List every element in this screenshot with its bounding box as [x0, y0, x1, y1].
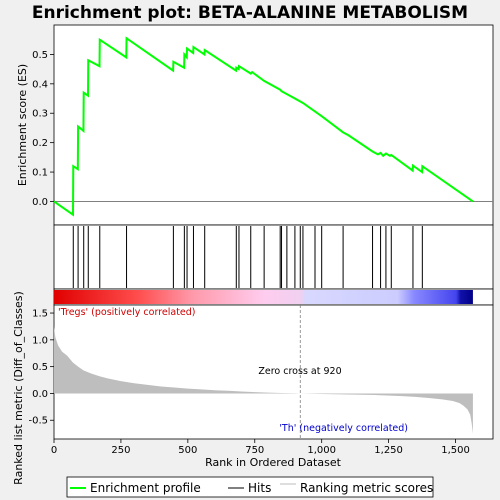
rank-colorbar: [53, 288, 494, 306]
x-tick-label: 750: [245, 445, 264, 456]
x-axis-label: Rank in Ordered Dataset: [205, 456, 342, 469]
zero-cross-label: Zero cross at 920: [258, 366, 341, 377]
legend-label-enrichment: Enrichment profile: [90, 481, 201, 495]
es-y-tick-label: 0.2: [32, 138, 48, 149]
enrichment-score-panel: 0.0 0.1 0.2 0.3 0.4 0.5 Enrichment score (ES): [16, 24, 494, 226]
negative-class-label: 'Th' (negatively correlated): [279, 423, 408, 434]
enrichment-profile-line: [53, 36, 474, 217]
ranked-metric-panel: -0.5 0.0 0.5 1.0 1.5 'Tregs' (positively cor…: [12, 291, 494, 485]
es-y-axis-label: Enrichment score (ES): [16, 64, 29, 186]
x-tick-label: 0: [51, 445, 57, 456]
es-y-tick-label: 0.5: [32, 50, 48, 61]
chart-title: Enrichment plot: BETA-ALANINE METABOLISM: [32, 3, 468, 23]
x-tick-label: 500: [178, 445, 197, 456]
metric-y-tick-label: 1.0: [32, 335, 48, 346]
x-tick-label: 1,250: [374, 445, 403, 456]
x-tick-label: 250: [111, 445, 130, 456]
colorbar-gradient: [54, 290, 473, 304]
hits-plot-area: [53, 224, 494, 290]
es-y-tick-label: 0.0: [32, 197, 48, 208]
legend-label-hits: Hits: [248, 481, 271, 495]
legend-label-metric: Ranking metric scores: [300, 481, 433, 495]
es-y-tick-label: 0.3: [32, 109, 48, 120]
x-tick-label: 1,000: [307, 445, 336, 456]
hits-panel: [53, 224, 494, 290]
legend-box: [66, 476, 434, 498]
x-tick-label: 1,500: [441, 445, 470, 456]
metric-y-tick-label: 1.5: [32, 309, 48, 320]
metric-y-tick-label: 0.5: [32, 362, 48, 373]
es-y-tick-label: 0.1: [32, 168, 48, 179]
es-y-tick-label: 0.4: [32, 79, 48, 90]
positive-class-label: 'Tregs' (positively correlated): [58, 307, 196, 318]
metric-y-axis-label: Ranked list metric (Diff_of_Classes): [12, 291, 25, 485]
es-plot-area: [53, 24, 494, 226]
metric-y-tick-label: -0.5: [28, 416, 48, 427]
metric-plot-area: [53, 304, 494, 440]
metric-y-tick-label: 0.0: [32, 389, 48, 400]
legend: Enrichment profile Hits Ranking metric s…: [66, 476, 434, 498]
